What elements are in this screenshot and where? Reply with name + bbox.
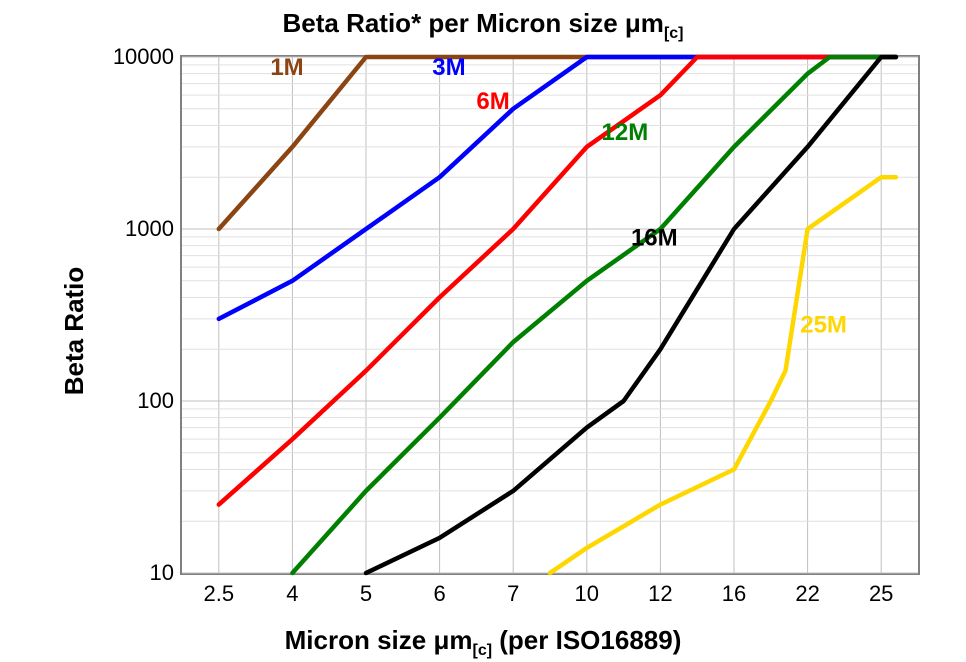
y-tick: 100 — [137, 388, 174, 414]
series-label-1M: 1M — [270, 54, 303, 81]
chart-container: Beta Ratio* per Micron size μm[c] Beta R… — [0, 0, 966, 662]
x-tick: 6 — [433, 581, 445, 607]
x-tick: 12 — [648, 581, 672, 607]
x-tick: 10 — [575, 581, 599, 607]
series-3M — [219, 57, 896, 319]
series-label-6M: 6M — [476, 88, 509, 115]
x-tick: 5 — [360, 581, 372, 607]
x-tick: 4 — [286, 581, 298, 607]
y-tick: 10000 — [113, 44, 174, 70]
x-tick: 7 — [507, 581, 519, 607]
x-tick: 16 — [722, 581, 746, 607]
y-tick: 10 — [150, 560, 174, 586]
series-label-12M: 12M — [602, 119, 649, 146]
x-tick: 25 — [869, 581, 893, 607]
x-tick: 22 — [795, 581, 819, 607]
y-axis-label: Beta Ratio — [59, 267, 90, 396]
y-tick: 1000 — [125, 216, 174, 242]
x-axis-label: Micron size μm[c] (per ISO16889) — [0, 625, 966, 660]
series-label-16M: 16M — [631, 225, 678, 252]
chart-title: Beta Ratio* per Micron size μm[c] — [0, 8, 966, 43]
series-label-3M: 3M — [432, 54, 465, 81]
series-1M — [219, 57, 896, 229]
series-label-25M: 25M — [800, 312, 847, 339]
x-tick: 2.5 — [204, 581, 235, 607]
plot-area: 1M3M6M12M16M25M 101001000100002.54567101… — [180, 55, 920, 575]
plot-svg: 1M 3M 6M 12M 16M 25M — [182, 57, 918, 573]
